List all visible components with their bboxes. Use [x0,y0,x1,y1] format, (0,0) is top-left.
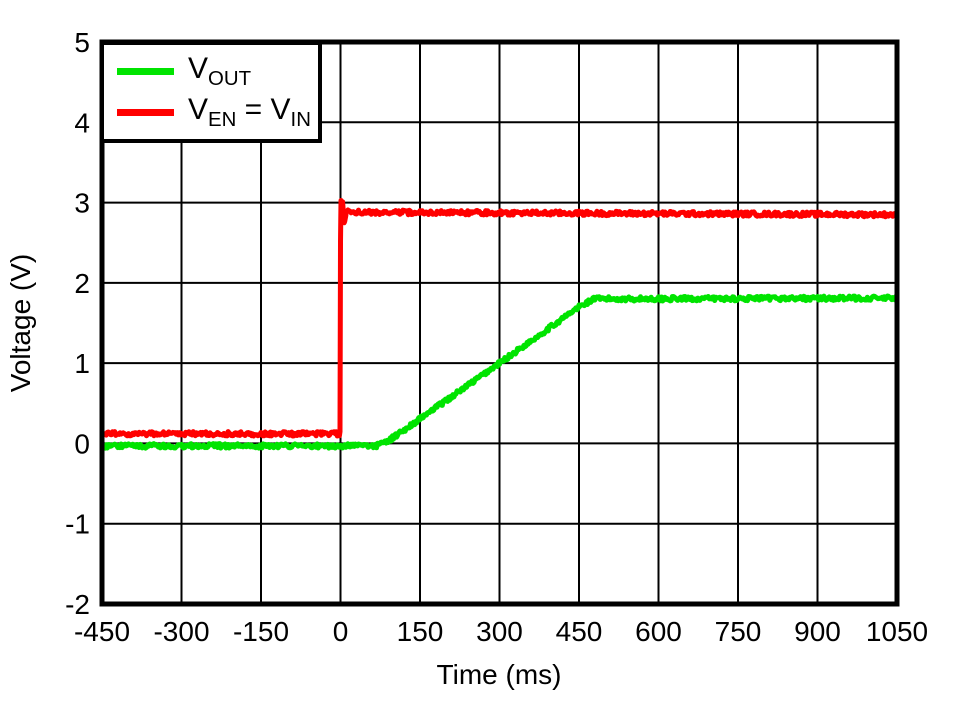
vout-trace [99,293,900,451]
legend-text-subscript: IN [290,109,311,131]
ven-vin-legend-swatch [117,109,174,117]
x-axis-label: Time (ms) [437,659,562,690]
x-tick-label: 150 [397,616,444,647]
y-tick-label: 0 [74,428,90,459]
x-tick-label: 0 [333,616,349,647]
x-tick-label: 750 [715,616,762,647]
x-tick-labels: -450 -300 -150 0 150 300 450 600 750 900 1050 [74,616,928,647]
plot-border [99,39,900,607]
y-tick-label: 1 [74,348,90,379]
y-tick-labels: -2 -1 0 1 2 3 4 5 [65,27,90,620]
y-tick-label: 5 [74,27,90,58]
vout-legend-label: VOUT [188,51,252,90]
legend-text-part: V [188,51,209,85]
vout-legend-swatch [117,67,174,75]
y-axis-label: Voltage (V) [5,254,36,393]
x-tick-label: -300 [153,616,209,647]
legend-text-part: = V [236,93,291,126]
ven-vin-trace [99,198,900,439]
legend-text-subscript: OUT [208,67,252,90]
y-tick-label: 2 [74,268,90,299]
legend-text-part: V [188,93,209,126]
y-tick-label: -2 [65,589,90,620]
y-tick-label: -1 [65,509,90,540]
legend-text-subscript: EN [208,109,237,131]
x-tick-label: 600 [635,616,682,647]
x-tick-label: 450 [556,616,603,647]
x-tick-label: 300 [476,616,523,647]
legend-item-vout: VOUT [117,51,318,90]
x-tick-label: 1050 [866,616,928,647]
y-tick-label: 3 [74,188,90,219]
legend-item-ven-vin: VEN = VIN [117,94,318,131]
x-tick-label: 900 [794,616,841,647]
y-tick-label: 4 [74,107,90,138]
legend: VOUT VEN = VIN [100,41,322,143]
ven-vin-legend-label: VEN = VIN [188,94,311,131]
x-tick-label: -450 [74,616,130,647]
traces [99,198,900,451]
x-tick-label: -150 [233,616,289,647]
